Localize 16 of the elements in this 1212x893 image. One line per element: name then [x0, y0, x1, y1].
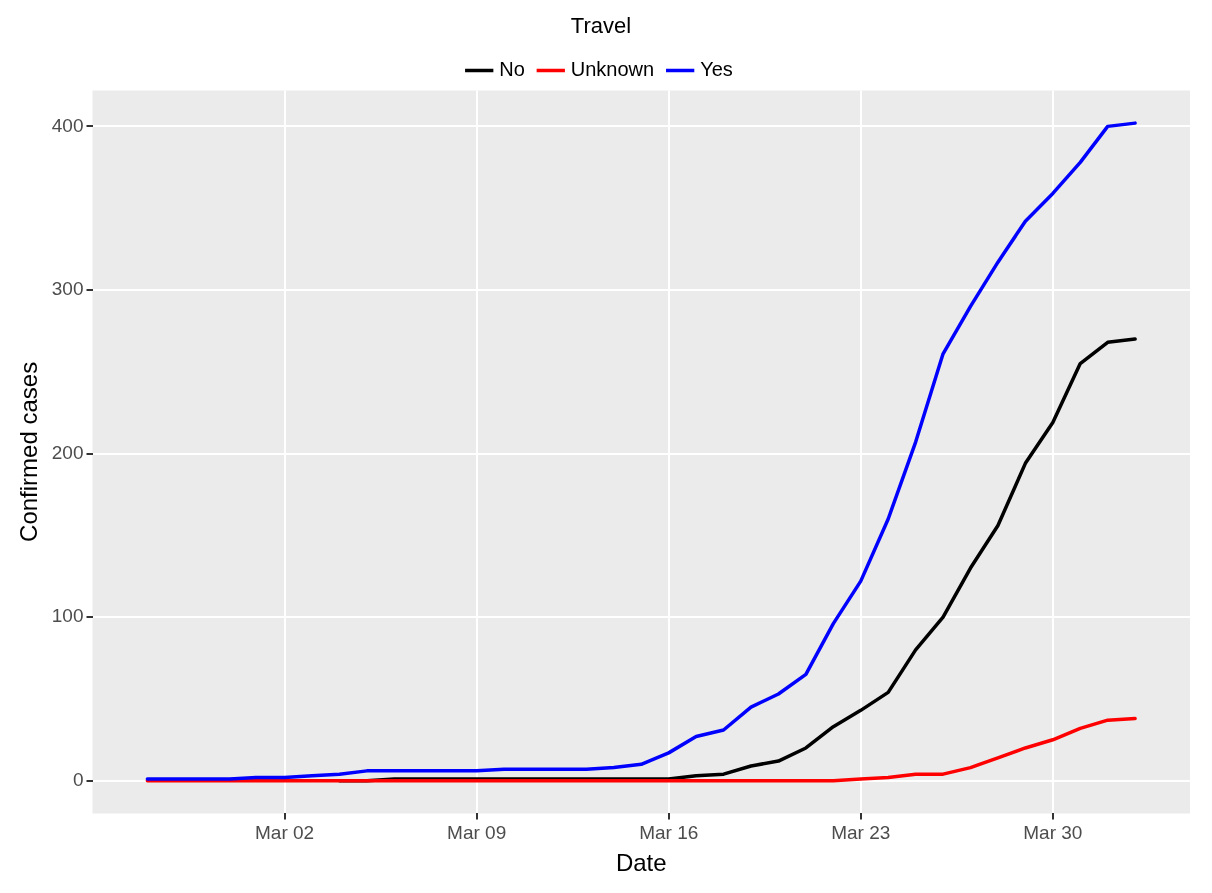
x-axis-title: Date [615, 849, 667, 877]
legend-label: No [499, 57, 525, 80]
legend-label: Yes [700, 57, 733, 80]
x-tick-label: Mar 16 [639, 822, 699, 844]
y-tick-label: 400 [51, 114, 84, 136]
x-tick-label: Mar 30 [1023, 822, 1083, 844]
y-tick-label: 100 [51, 605, 84, 627]
y-tick-label: 200 [51, 441, 84, 463]
x-tick-label: Mar 09 [447, 822, 507, 844]
x-tick-label: Mar 02 [254, 822, 315, 844]
legend-label: Unknown [570, 57, 655, 80]
y-axis-title: Confirmed cases [15, 361, 43, 542]
legend-title: Travel [570, 13, 632, 39]
y-tick-label: 0 [72, 768, 84, 790]
y-tick-label: 300 [51, 278, 84, 300]
x-tick-label: Mar 23 [831, 822, 891, 844]
